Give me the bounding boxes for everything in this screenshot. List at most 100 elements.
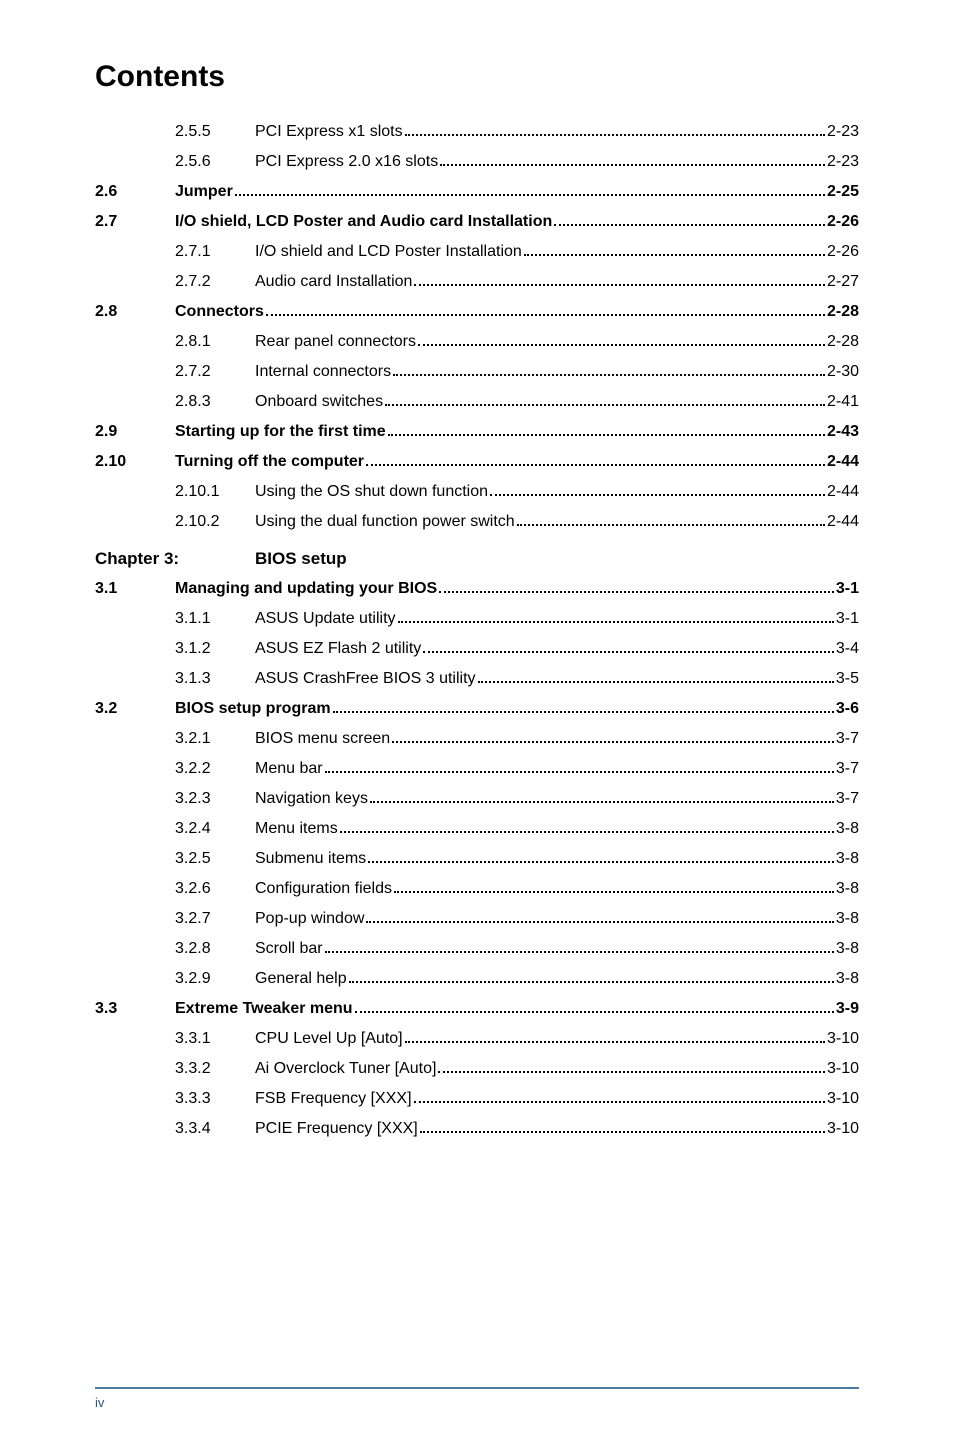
toc-row: 2.7.1I/O shield and LCD Poster Installat… bbox=[95, 244, 859, 260]
dot-leader bbox=[349, 981, 834, 983]
dot-leader bbox=[392, 741, 834, 743]
page-ref: 3-10 bbox=[827, 1061, 859, 1077]
toc-row: 2.7.2Internal connectors2-30 bbox=[95, 364, 859, 380]
chapter-number-label: Chapter 3: bbox=[95, 550, 255, 567]
toc-row: 2.9Starting up for the first time2-43 bbox=[95, 424, 859, 440]
dot-leader bbox=[440, 164, 825, 166]
subsection-number: 3.3.3 bbox=[175, 1091, 255, 1107]
dot-leader bbox=[414, 1101, 825, 1103]
entry-label: Using the dual function power switch bbox=[255, 514, 515, 530]
page-ref: 3-8 bbox=[836, 851, 859, 867]
dot-leader bbox=[438, 1071, 825, 1073]
entry-label: Configuration fields bbox=[255, 881, 392, 897]
entry-label: FSB Frequency [XXX] bbox=[255, 1091, 412, 1107]
entry-label: Extreme Tweaker menu bbox=[175, 1001, 353, 1017]
page-ref: 2-23 bbox=[827, 124, 859, 140]
dot-leader bbox=[393, 374, 825, 376]
section-number: 3.3 bbox=[95, 1001, 175, 1017]
toc-row: 2.8.1Rear panel connectors2-28 bbox=[95, 334, 859, 350]
entry-label: General help bbox=[255, 971, 347, 987]
page-ref: 3-8 bbox=[836, 821, 859, 837]
dot-leader bbox=[439, 591, 834, 593]
section-number: 3.1 bbox=[95, 581, 175, 597]
subsection-number: 2.5.5 bbox=[175, 124, 255, 140]
entry-label: ASUS Update utility bbox=[255, 611, 396, 627]
toc-row: 3.1.1ASUS Update utility3-1 bbox=[95, 611, 859, 627]
page-ref: 3-9 bbox=[836, 1001, 859, 1017]
page-ref: 2-26 bbox=[827, 244, 859, 260]
dot-leader bbox=[325, 951, 834, 953]
page-ref: 3-4 bbox=[836, 641, 859, 657]
toc-row: 3.1.3ASUS CrashFree BIOS 3 utility3-5 bbox=[95, 671, 859, 687]
section-number: 2.10 bbox=[95, 454, 175, 470]
toc-row: 3.3.3FSB Frequency [XXX]3-10 bbox=[95, 1091, 859, 1107]
entry-label: BIOS menu screen bbox=[255, 731, 390, 747]
section-number: 2.7 bbox=[95, 214, 175, 230]
page-ref: 3-8 bbox=[836, 881, 859, 897]
dot-leader bbox=[388, 434, 825, 436]
toc-row: 2.5.6PCI Express 2.0 x16 slots2-23 bbox=[95, 154, 859, 170]
subsection-number: 2.7.1 bbox=[175, 244, 255, 260]
entry-label: I/O shield and LCD Poster Installation bbox=[255, 244, 522, 260]
dot-leader bbox=[235, 194, 825, 196]
entry-label: Managing and updating your BIOS bbox=[175, 581, 437, 597]
subsection-number: 3.2.8 bbox=[175, 941, 255, 957]
page-ref: 3-10 bbox=[827, 1031, 859, 1047]
dot-leader bbox=[266, 314, 825, 316]
dot-leader bbox=[420, 1131, 825, 1133]
entry-label: BIOS setup program bbox=[175, 701, 331, 717]
entry-label: Pop-up window bbox=[255, 911, 364, 927]
section-number: 2.8 bbox=[95, 304, 175, 320]
subsection-number: 3.2.5 bbox=[175, 851, 255, 867]
toc-row: 3.3.1CPU Level Up [Auto]3-10 bbox=[95, 1031, 859, 1047]
toc-row: 2.5.5PCI Express x1 slots2-23 bbox=[95, 124, 859, 140]
subsection-number: 3.2.9 bbox=[175, 971, 255, 987]
entry-label: I/O shield, LCD Poster and Audio card In… bbox=[175, 214, 552, 230]
subsection-number: 3.1.3 bbox=[175, 671, 255, 687]
entry-label: Menu bar bbox=[255, 761, 323, 777]
toc-row: 3.2.1BIOS menu screen 3-7 bbox=[95, 731, 859, 747]
page-ref: 3-8 bbox=[836, 971, 859, 987]
entry-label: Audio card Installation bbox=[255, 274, 412, 290]
page-ref: 3-1 bbox=[836, 581, 859, 597]
toc-row: 2.10.2Using the dual function power swit… bbox=[95, 514, 859, 530]
page-ref: 3-8 bbox=[836, 941, 859, 957]
dot-leader bbox=[405, 134, 825, 136]
toc-row: 3.1Managing and updating your BIOS 3-1 bbox=[95, 581, 859, 597]
dot-leader bbox=[414, 284, 825, 286]
page-ref: 3-7 bbox=[836, 761, 859, 777]
toc-row: 2.7I/O shield, LCD Poster and Audio card… bbox=[95, 214, 859, 230]
toc-row: 3.3.4PCIE Frequency [XXX]3-10 bbox=[95, 1121, 859, 1137]
toc-row: 2.10.1Using the OS shut down function2-4… bbox=[95, 484, 859, 500]
page-ref: 2-28 bbox=[827, 304, 859, 320]
page-ref: 3-7 bbox=[836, 731, 859, 747]
entry-label: Connectors bbox=[175, 304, 264, 320]
page-ref: 2-26 bbox=[827, 214, 859, 230]
subsection-number: 2.8.1 bbox=[175, 334, 255, 350]
chapter-heading: Chapter 3:BIOS setup bbox=[95, 550, 859, 567]
toc-row: 2.8.3Onboard switches2-41 bbox=[95, 394, 859, 410]
entry-label: Starting up for the first time bbox=[175, 424, 386, 440]
dot-leader bbox=[398, 621, 834, 623]
subsection-number: 3.3.4 bbox=[175, 1121, 255, 1137]
page-ref: 3-8 bbox=[836, 911, 859, 927]
dot-leader bbox=[418, 344, 825, 346]
entry-label: Navigation keys bbox=[255, 791, 368, 807]
dot-leader bbox=[478, 681, 834, 683]
dot-leader bbox=[394, 891, 834, 893]
subsection-number: 3.2.1 bbox=[175, 731, 255, 747]
dot-leader bbox=[554, 224, 825, 226]
toc-row: 3.2.4Menu items3-8 bbox=[95, 821, 859, 837]
dot-leader bbox=[333, 711, 834, 713]
page-ref: 2-27 bbox=[827, 274, 859, 290]
page-ref: 3-10 bbox=[827, 1121, 859, 1137]
subsection-number: 3.2.2 bbox=[175, 761, 255, 777]
entry-label: Internal connectors bbox=[255, 364, 391, 380]
entry-label: Scroll bar bbox=[255, 941, 323, 957]
subsection-number: 3.1.2 bbox=[175, 641, 255, 657]
entry-label: Onboard switches bbox=[255, 394, 383, 410]
subsection-number: 3.3.2 bbox=[175, 1061, 255, 1077]
page-title: Contents bbox=[95, 60, 859, 94]
subsection-number: 2.8.3 bbox=[175, 394, 255, 410]
toc-row: 2.8Connectors 2-28 bbox=[95, 304, 859, 320]
